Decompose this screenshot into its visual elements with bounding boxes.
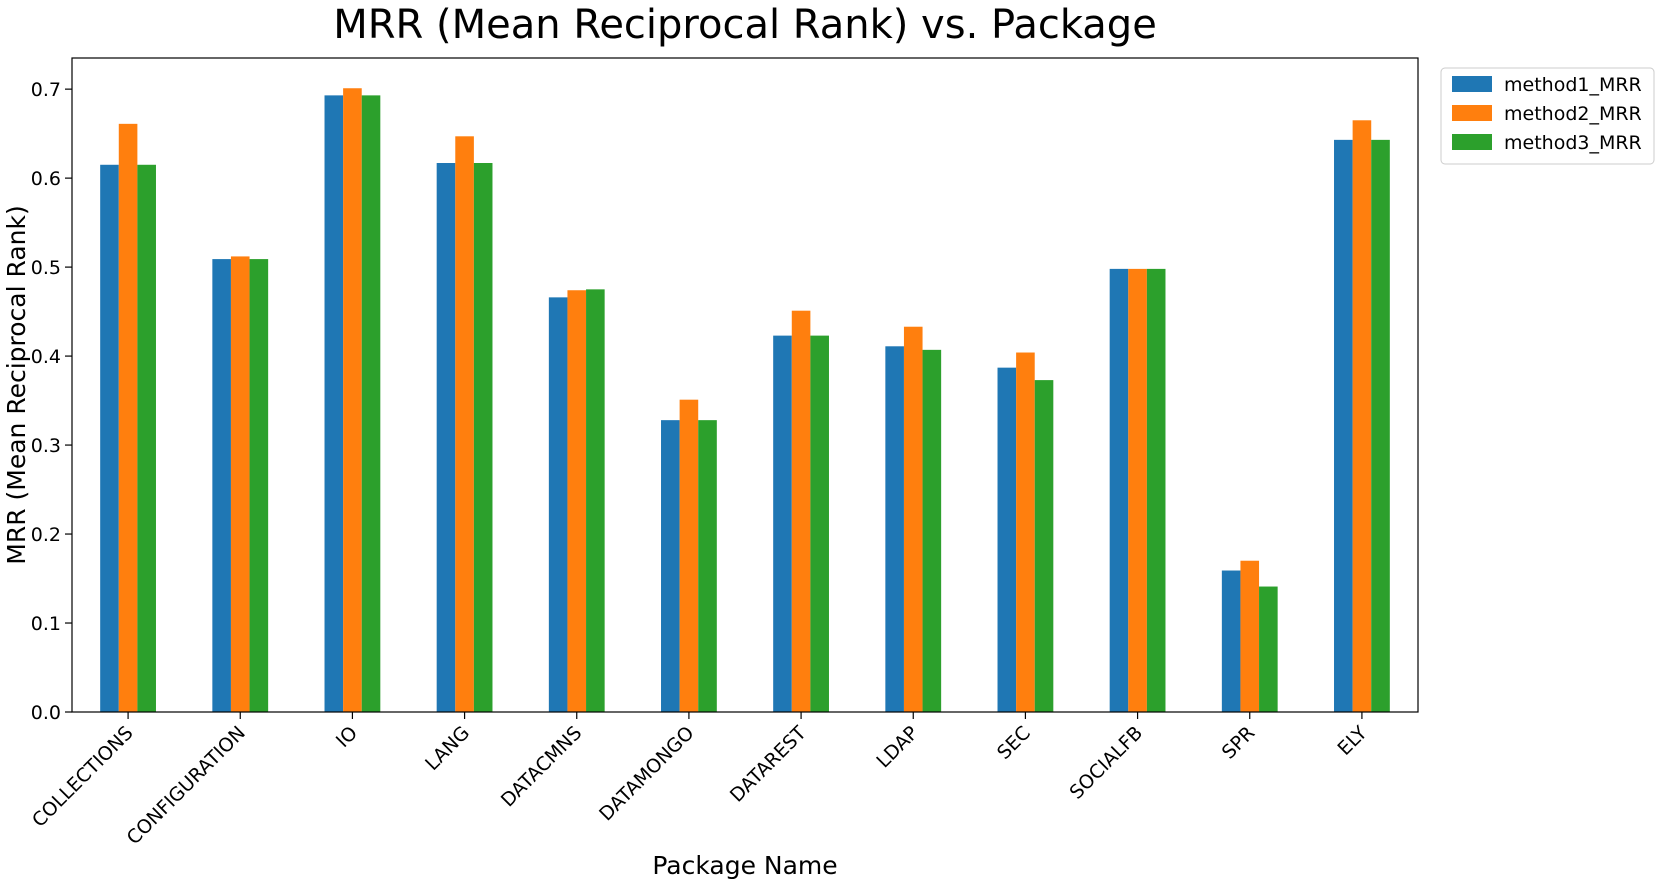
bars-group	[100, 88, 1390, 713]
x-tick-label: DATAREST	[726, 722, 811, 807]
bar-method1_MRR-datarest	[773, 335, 792, 712]
bar-method1_MRR-socialfb	[1109, 268, 1129, 712]
bar-method3_MRR-ely	[1371, 139, 1390, 713]
bar-method2_MRR-io	[343, 88, 362, 712]
bar-method1_MRR-spr	[1221, 570, 1241, 712]
bar-method2_MRR-configuration	[230, 256, 250, 712]
y-tick-label: 0.2	[31, 524, 61, 546]
bar-method3_MRR-lang	[473, 163, 493, 712]
bar-method1_MRR-configuration	[212, 259, 231, 712]
bar-method2_MRR-datacmns	[567, 290, 587, 712]
legend-swatch-method1_MRR	[1452, 76, 1492, 92]
bar-method3_MRR-spr	[1259, 586, 1278, 712]
bar-method1_MRR-datacmns	[548, 297, 568, 712]
y-axis-label: MRR (Mean Reciprocal Rank)	[2, 205, 31, 564]
bar-method2_MRR-collections	[118, 123, 138, 713]
bar-method3_MRR-collections	[137, 164, 156, 712]
bar-method3_MRR-datacmns	[586, 289, 605, 712]
bar-method3_MRR-configuration	[249, 259, 269, 712]
x-tick-label: IO	[332, 722, 362, 752]
chart-title: MRR (Mean Reciprocal Rank) vs. Package	[333, 2, 1157, 48]
x-tick-label: DATAMONGO	[595, 722, 698, 825]
bar-method2_MRR-lang	[455, 136, 474, 713]
y-tick-label: 0.3	[31, 435, 61, 457]
bar-method3_MRR-ldap	[922, 349, 942, 712]
bar-method2_MRR-spr	[1240, 560, 1260, 712]
x-tick-label: CONFIGURATION	[123, 722, 250, 849]
bar-method3_MRR-datarest	[810, 335, 829, 712]
x-tick-label: LDAP	[872, 722, 922, 772]
bar-method3_MRR-datamongo	[698, 420, 717, 712]
plot-area-frame	[71, 57, 1419, 713]
bar-method3_MRR-sec	[1034, 380, 1054, 712]
bar-method3_MRR-socialfb	[1146, 268, 1166, 712]
bar-method1_MRR-io	[324, 95, 344, 713]
y-tick-label: 0.1	[31, 613, 61, 635]
bar-method2_MRR-ldap	[903, 326, 923, 712]
y-tick-label: 0.0	[31, 702, 61, 724]
x-tick-label: SPR	[1218, 722, 1260, 764]
bar-method1_MRR-sec	[997, 367, 1017, 712]
legend-swatch-method3_MRR	[1452, 134, 1492, 150]
legend-swatch-method2_MRR	[1452, 105, 1492, 121]
x-tick-label: ELY	[1333, 722, 1371, 760]
legend-label-method1_MRR: method1_MRR	[1504, 74, 1642, 96]
bar-method1_MRR-datamongo	[661, 420, 680, 712]
bar-method1_MRR-collections	[100, 164, 119, 712]
x-tick-label: SOCIALFB	[1065, 722, 1147, 804]
legend-frame	[1440, 67, 1655, 165]
x-tick-label: SEC	[993, 722, 1035, 764]
legend: method1_MRR method2_MRR method3_MRR	[1440, 67, 1655, 165]
x-tick-label: DATACMNS	[497, 722, 586, 811]
bar-method1_MRR-ldap	[885, 346, 904, 712]
y-axis: 0.0 0.1 0.2 0.3 0.4 0.5 0.6 0.7	[31, 79, 72, 724]
bar-method1_MRR-lang	[436, 163, 456, 712]
bar-method2_MRR-ely	[1352, 120, 1372, 713]
x-axis-label: Package Name	[652, 851, 837, 880]
x-tick-label: LANG	[421, 722, 474, 775]
bar-method2_MRR-datamongo	[679, 399, 699, 712]
bar-method2_MRR-datarest	[791, 310, 811, 712]
bar-method2_MRR-sec	[1016, 352, 1035, 712]
y-tick-label: 0.6	[31, 168, 61, 190]
y-tick-label: 0.4	[31, 346, 61, 368]
bar-method1_MRR-ely	[1334, 139, 1353, 713]
y-tick-label: 0.5	[31, 257, 61, 279]
bar-method2_MRR-socialfb	[1128, 268, 1147, 712]
y-tick-label: 0.7	[31, 79, 61, 101]
legend-label-method2_MRR: method2_MRR	[1504, 103, 1642, 125]
x-tick-label: COLLECTIONS	[28, 722, 138, 832]
bar-method3_MRR-io	[361, 95, 381, 713]
legend-label-method3_MRR: method3_MRR	[1504, 132, 1642, 154]
